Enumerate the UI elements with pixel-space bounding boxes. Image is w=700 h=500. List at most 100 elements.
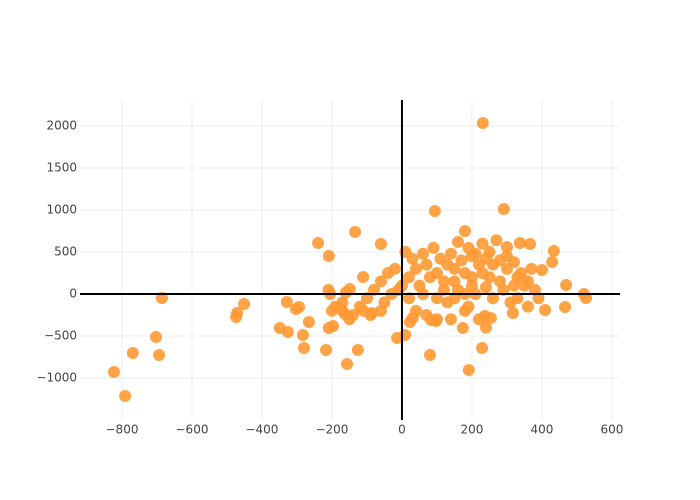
point [547, 245, 560, 258]
point [458, 225, 471, 238]
point [339, 286, 352, 299]
point [430, 292, 443, 305]
point [514, 267, 527, 280]
y-tick-label: 1500 [46, 161, 77, 175]
point [462, 364, 475, 377]
point [479, 321, 492, 334]
point [521, 300, 534, 313]
x-tick-label: −400 [245, 423, 278, 437]
point [149, 331, 162, 344]
point [230, 311, 243, 324]
x-tick-label: 600 [600, 423, 623, 437]
point [374, 304, 387, 317]
point [451, 235, 464, 248]
y-tick-label: 0 [69, 287, 77, 301]
point [521, 275, 534, 288]
point [322, 250, 335, 263]
point [107, 366, 120, 379]
y-tick-label: −1000 [36, 371, 77, 385]
point [472, 313, 485, 326]
point [374, 275, 387, 288]
point [402, 292, 415, 305]
point [349, 226, 362, 239]
point [311, 237, 324, 250]
point [441, 258, 454, 271]
point [448, 292, 461, 305]
point [423, 348, 436, 361]
point [497, 203, 510, 216]
point [360, 292, 373, 305]
point [525, 262, 538, 275]
point [532, 292, 545, 305]
point [281, 325, 294, 338]
x-tick-label: 0 [398, 423, 406, 437]
x-tick-label: 200 [461, 423, 484, 437]
point [484, 312, 497, 325]
point [469, 247, 482, 260]
point [455, 254, 468, 267]
point [507, 256, 520, 269]
point [428, 205, 441, 218]
point [409, 304, 422, 317]
point [437, 275, 450, 288]
point [302, 315, 315, 328]
point [289, 303, 302, 316]
point [490, 234, 503, 247]
point [511, 292, 524, 305]
point [357, 304, 370, 317]
point [479, 281, 492, 294]
point [119, 389, 132, 402]
point [409, 262, 422, 275]
point [430, 267, 443, 280]
x-tick-label: −200 [315, 423, 348, 437]
point [320, 344, 333, 357]
point [476, 117, 489, 130]
point [155, 292, 168, 305]
x-tick-label: −600 [176, 423, 209, 437]
point [524, 238, 537, 251]
point [506, 306, 519, 319]
point [238, 298, 251, 311]
point [437, 283, 450, 296]
y-tick-label: 1000 [46, 203, 77, 217]
point [444, 313, 457, 326]
point [559, 301, 572, 314]
point [420, 258, 433, 271]
point [497, 283, 510, 296]
point [280, 295, 293, 308]
point [560, 279, 573, 292]
point [513, 237, 526, 250]
point [448, 275, 461, 288]
x-tick-label: 400 [531, 423, 554, 437]
point [402, 271, 415, 284]
point [427, 241, 440, 254]
point [430, 313, 443, 326]
point [444, 247, 457, 260]
point [500, 240, 513, 253]
point [546, 256, 559, 269]
point [476, 237, 489, 250]
point [539, 303, 552, 316]
point [351, 344, 364, 357]
point [580, 292, 593, 305]
y-tick-label: 500 [54, 245, 77, 259]
point [336, 296, 349, 309]
x-tick-label: −800 [106, 423, 139, 437]
point [297, 342, 310, 355]
point [343, 313, 356, 326]
point [357, 271, 370, 284]
point [465, 271, 478, 284]
y-tick-label: 2000 [46, 119, 77, 133]
point [476, 342, 489, 355]
point [327, 320, 340, 333]
point [420, 309, 433, 322]
point [458, 304, 471, 317]
y-tick-label: −500 [44, 329, 77, 343]
point [296, 329, 309, 342]
point [416, 247, 429, 260]
point [153, 348, 166, 361]
point [126, 346, 139, 359]
point [476, 267, 489, 280]
point [374, 238, 387, 251]
